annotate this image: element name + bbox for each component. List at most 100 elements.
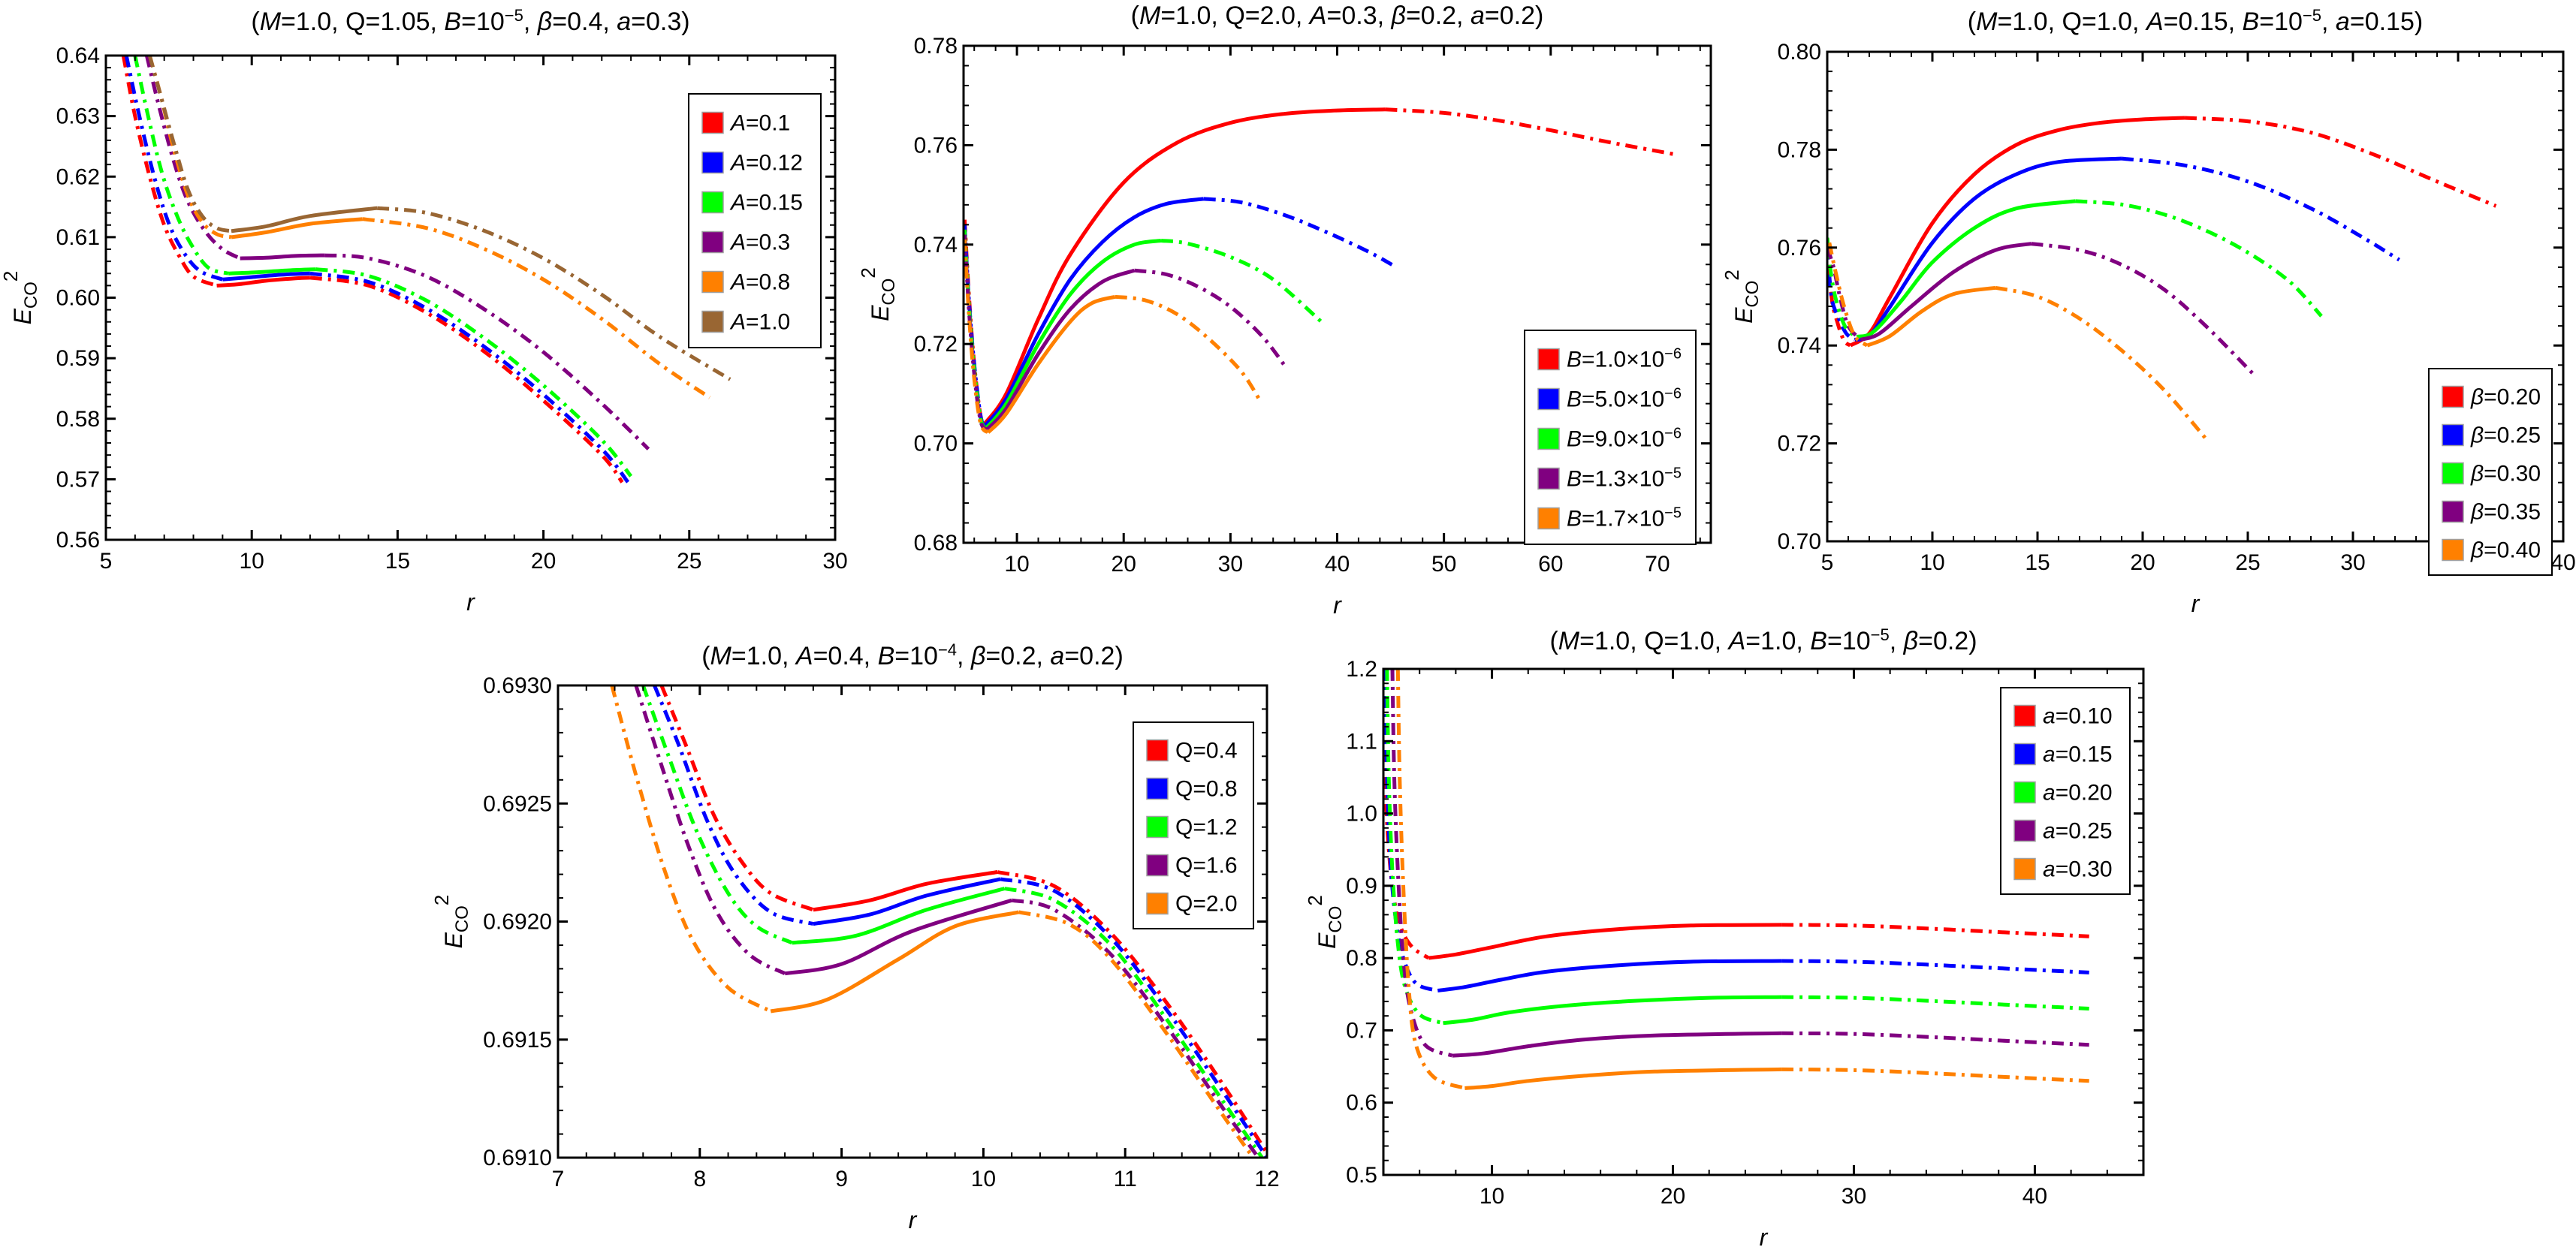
y-tick-label: 0.8 bbox=[1346, 946, 1377, 971]
curve-unstable-outer bbox=[1995, 285, 2207, 440]
chart-title-part: =10 bbox=[1827, 627, 1871, 655]
legend-label: A=0.15 bbox=[729, 191, 803, 215]
chart-title-part: =10 bbox=[461, 8, 505, 36]
chart-title-part: A bbox=[1308, 2, 1327, 30]
chart-title-part: =0.4, bbox=[813, 642, 878, 670]
curve-unstable-outer bbox=[2184, 116, 2497, 208]
chart-title-part: , bbox=[957, 642, 971, 670]
chart-title-part: B bbox=[444, 8, 461, 36]
curve-stable bbox=[1452, 1031, 1782, 1058]
curve-stable bbox=[231, 206, 378, 233]
y-tick-label: 0.78 bbox=[914, 34, 958, 59]
curve-unstable-inner bbox=[610, 685, 772, 1014]
x-tick-label: 5 bbox=[100, 549, 113, 574]
y-tick-label: 0.6915 bbox=[483, 1028, 552, 1053]
legend-swatch bbox=[1537, 467, 1560, 490]
series-A=0.15 bbox=[133, 56, 633, 477]
x-tick-label: 15 bbox=[2025, 550, 2050, 575]
chart-title-part: β bbox=[1903, 627, 1918, 655]
plot-frame bbox=[1826, 50, 2565, 543]
y-tick-label: 0.74 bbox=[914, 233, 958, 258]
y-tick-label: 0.72 bbox=[914, 332, 958, 357]
legend-label: β=0.40 bbox=[2470, 538, 2541, 563]
series-a=0.25 bbox=[1390, 669, 2089, 1058]
y-tick-label: 1.2 bbox=[1346, 657, 1377, 682]
chart-title-part: =0.15, bbox=[2164, 8, 2243, 36]
y-tick-label: 0.59 bbox=[56, 346, 100, 371]
series-Q=0.4 bbox=[659, 685, 1267, 1155]
legend-item: Q=1.6 bbox=[1146, 854, 1238, 878]
legend-swatch bbox=[2013, 819, 2036, 842]
panel-a-energy-vs-r-varying-A: (M=1.0, Q=1.05, B=10−5, β=0.4, a=0.3) 5 10… bbox=[0, 6, 848, 616]
legend-swatch bbox=[1537, 348, 1560, 371]
curve-unstable-inner bbox=[1827, 237, 1858, 339]
y-tick-label: 1.0 bbox=[1346, 802, 1377, 827]
legend-swatch bbox=[701, 151, 724, 174]
x-tick-label: 7 bbox=[552, 1167, 565, 1191]
chart-title: (M=1.0, Q=1.0, A=0.15, B=10−5, a=0.15) bbox=[1968, 6, 2423, 37]
legend-label: Q=0.4 bbox=[1175, 739, 1238, 764]
chart-title-part: =0.2) bbox=[1918, 627, 1977, 655]
series-a=0.15 bbox=[1383, 669, 2089, 992]
y-axis-label: ECO2 bbox=[0, 271, 41, 325]
series-group bbox=[1827, 116, 2497, 440]
chart-title-part: A bbox=[1727, 627, 1746, 655]
series-group bbox=[610, 685, 1267, 1158]
y-tick-label: 0.74 bbox=[1778, 333, 1821, 358]
chart-title-part: ( bbox=[251, 8, 260, 36]
curve-stable bbox=[983, 107, 1386, 425]
x-tick-label: 60 bbox=[1538, 552, 1563, 577]
panel-d-energy-vs-r-varying-Q: (M=1.0, A=0.4, B=10−4, β=0.2, a=0.2) 7 8 9 1… bbox=[430, 640, 1280, 1234]
legend-label: B=9.0×10−6 bbox=[1567, 426, 1682, 452]
y-tick-label: 0.5 bbox=[1346, 1163, 1377, 1188]
legend-label: β=0.35 bbox=[2470, 500, 2541, 525]
x-axis-label: r bbox=[466, 589, 475, 616]
x-tick-label: 15 bbox=[385, 549, 410, 574]
chart-title-part: β bbox=[1391, 2, 1406, 30]
chart-title: (M=1.0, Q=1.05, B=10−5, β=0.4, a=0.3) bbox=[251, 6, 689, 37]
x-tick-label: 50 bbox=[1431, 552, 1456, 577]
x-tick-label: 10 bbox=[1480, 1184, 1504, 1209]
legend-swatch bbox=[2013, 704, 2036, 727]
y-tick-label: 0.78 bbox=[1778, 137, 1821, 162]
curve-unstable-inner bbox=[964, 224, 987, 427]
x-tick-label: 25 bbox=[2235, 550, 2260, 575]
x-tick-label: 40 bbox=[2550, 550, 2575, 575]
legend-swatch bbox=[1146, 739, 1169, 762]
legend-label: Q=0.8 bbox=[1175, 777, 1238, 802]
legend-swatch bbox=[1146, 815, 1169, 839]
legend: Q=0.4 Q=0.8 Q=1.2 Q=1.6 Q=2.0 bbox=[1133, 721, 1254, 929]
chart-title-part: M bbox=[710, 642, 732, 670]
curve-unstable-outer bbox=[309, 276, 624, 483]
legend-item: A=0.3 bbox=[701, 230, 790, 255]
legend-label: A=0.3 bbox=[729, 230, 790, 255]
x-tick-label: 8 bbox=[693, 1167, 706, 1191]
curve-unstable-inner bbox=[1390, 669, 1453, 1058]
curve-unstable-inner bbox=[147, 56, 232, 239]
chart-title-part: =1.0, bbox=[1745, 627, 1810, 655]
legend-label: a=0.30 bbox=[2043, 857, 2113, 882]
chart-title-part: =1.0, Q=1.05, bbox=[281, 8, 444, 36]
y-tick-label: 0.57 bbox=[56, 467, 100, 492]
curve-unstable-outer bbox=[1781, 995, 2089, 1011]
curve-stable bbox=[1856, 199, 2076, 339]
series-Q=1.2 bbox=[641, 685, 1265, 1158]
curve-unstable-outer bbox=[1203, 197, 1397, 269]
curve-stable bbox=[1443, 995, 1782, 1026]
legend-swatch bbox=[701, 230, 724, 254]
x-tick-label: 5 bbox=[1821, 550, 1834, 575]
curve-stable bbox=[985, 268, 1136, 431]
curve-stable bbox=[770, 910, 1020, 1014]
curve-unstable-outer bbox=[2075, 199, 2323, 318]
series-group bbox=[121, 56, 731, 483]
legend-item: β=0.40 bbox=[2442, 538, 2541, 563]
legend-item: β=0.30 bbox=[2442, 462, 2541, 486]
y-tick-label: 0.60 bbox=[56, 286, 100, 311]
chart-title-part: M bbox=[1558, 627, 1580, 655]
legend-swatch bbox=[1537, 507, 1560, 530]
x-tick-label: 10 bbox=[240, 549, 264, 574]
curve-unstable-inner bbox=[1827, 242, 1869, 348]
curve-unstable-inner bbox=[964, 239, 990, 435]
y-axis-label: ECO2 bbox=[430, 895, 472, 949]
curve-stable bbox=[216, 276, 310, 288]
